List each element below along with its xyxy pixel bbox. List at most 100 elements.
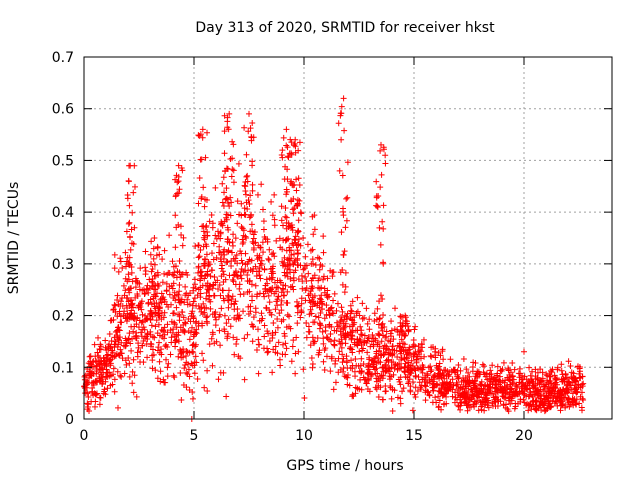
- data-point: [224, 296, 231, 303]
- data-point: [110, 371, 117, 378]
- data-point: [180, 346, 187, 353]
- data-point: [178, 232, 185, 239]
- data-point: [229, 138, 236, 145]
- data-point: [375, 321, 382, 328]
- data-point: [180, 382, 187, 389]
- data-point: [512, 383, 519, 390]
- data-point: [328, 304, 335, 311]
- data-point: [223, 320, 230, 327]
- data-point: [302, 287, 309, 294]
- data-point: [242, 211, 249, 218]
- data-point: [419, 376, 426, 383]
- data-point: [107, 362, 114, 369]
- data-point: [144, 331, 151, 338]
- data-point: [374, 355, 381, 362]
- data-point: [149, 357, 156, 364]
- data-point: [244, 331, 251, 338]
- data-point: [338, 304, 345, 311]
- data-point: [353, 310, 360, 317]
- data-point: [279, 154, 286, 161]
- data-point: [117, 350, 124, 357]
- data-point: [265, 292, 272, 299]
- data-point: [279, 147, 286, 154]
- data-point: [387, 330, 394, 337]
- data-point: [289, 206, 296, 213]
- data-point: [125, 271, 132, 278]
- data-point: [365, 364, 372, 371]
- data-point: [447, 356, 454, 363]
- data-point: [341, 316, 348, 323]
- data-point: [347, 302, 354, 309]
- data-point: [347, 332, 354, 339]
- data-point: [509, 380, 516, 387]
- data-point: [128, 285, 135, 292]
- data-point: [388, 364, 395, 371]
- data-point: [478, 399, 485, 406]
- data-point: [141, 290, 148, 297]
- data-point: [217, 342, 224, 349]
- data-point: [127, 297, 134, 304]
- data-point: [123, 318, 130, 325]
- data-point: [123, 339, 130, 346]
- data-point: [318, 284, 325, 291]
- data-point: [316, 304, 323, 311]
- data-point: [320, 340, 327, 347]
- data-point: [237, 291, 244, 298]
- data-point: [493, 382, 500, 389]
- data-point: [202, 154, 209, 161]
- data-point: [129, 380, 136, 387]
- data-point: [573, 401, 580, 408]
- data-point: [414, 388, 421, 395]
- data-point: [391, 365, 398, 372]
- data-point: [195, 322, 202, 329]
- data-point: [500, 359, 507, 366]
- data-point: [427, 363, 434, 370]
- data-point: [271, 253, 278, 260]
- data-point: [302, 297, 309, 304]
- data-point: [234, 198, 241, 205]
- data-point: [173, 304, 180, 311]
- data-point: [137, 265, 144, 272]
- y-axis-label: SRMTID / TECUs: [6, 182, 22, 295]
- data-point: [186, 373, 193, 380]
- data-point: [359, 300, 366, 307]
- data-point: [280, 134, 287, 141]
- data-point: [249, 162, 256, 169]
- data-point: [337, 269, 344, 276]
- data-point: [327, 368, 334, 375]
- data-point: [90, 370, 97, 377]
- data-point: [116, 337, 123, 344]
- data-point: [383, 328, 390, 335]
- data-point: [285, 224, 292, 231]
- data-point: [115, 301, 122, 308]
- data-point: [178, 397, 185, 404]
- data-point: [389, 343, 396, 350]
- data-point: [314, 335, 321, 342]
- data-point: [284, 288, 291, 295]
- data-point: [377, 147, 384, 154]
- data-point: [515, 391, 522, 398]
- data-point: [135, 324, 142, 331]
- data-point: [430, 344, 437, 351]
- data-point: [247, 228, 254, 235]
- data-point: [249, 181, 256, 188]
- data-point: [551, 372, 558, 379]
- data-point: [218, 258, 225, 265]
- data-point: [248, 211, 255, 218]
- data-point: [224, 335, 231, 342]
- data-point: [199, 126, 206, 133]
- data-point: [427, 368, 434, 375]
- data-point: [311, 226, 318, 233]
- data-point: [212, 322, 219, 329]
- data-point: [493, 388, 500, 395]
- data-point: [222, 168, 229, 175]
- data-point: [204, 367, 211, 374]
- data-point: [190, 287, 197, 294]
- data-point: [398, 355, 405, 362]
- data-point: [186, 387, 193, 394]
- data-point: [292, 370, 299, 377]
- data-point: [149, 313, 156, 320]
- data-point: [166, 232, 173, 239]
- data-point: [307, 247, 314, 254]
- data-point: [472, 360, 479, 367]
